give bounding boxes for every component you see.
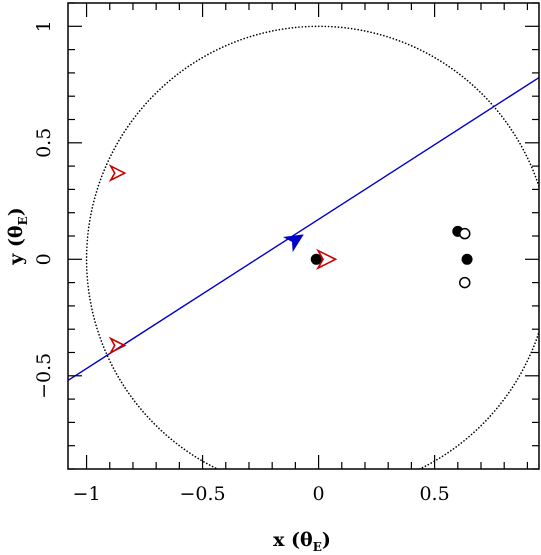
data-point-open-circle-1 <box>459 227 471 240</box>
x-tick-label: −1 <box>73 483 101 505</box>
einstein-ring <box>85 25 539 469</box>
y-tick-label: 0.5 <box>33 128 55 158</box>
data-point-filled-circle-1 <box>310 253 322 265</box>
x-tick-label: 0.5 <box>419 483 449 505</box>
trajectory-arrowhead <box>282 234 304 253</box>
x-tick-label: −0.5 <box>180 483 226 505</box>
y-tick-label: −0.5 <box>33 353 55 399</box>
data-point-open-circle-2 <box>459 276 471 289</box>
data-point-open-triangle-1 <box>108 164 127 182</box>
y-tick-label: 0 <box>33 253 55 265</box>
data-point-open-triangle-2 <box>316 248 338 270</box>
data-point-open-triangle-3 <box>108 336 127 355</box>
x-axis-label: x (θE) <box>273 529 331 554</box>
data-point-filled-circle-3 <box>461 253 473 265</box>
y-axis-label: y (θE) <box>5 207 30 265</box>
source-trajectory-line <box>68 76 539 382</box>
x-tick-label: 0 <box>313 483 325 505</box>
y-tick-label: 1 <box>33 20 55 32</box>
